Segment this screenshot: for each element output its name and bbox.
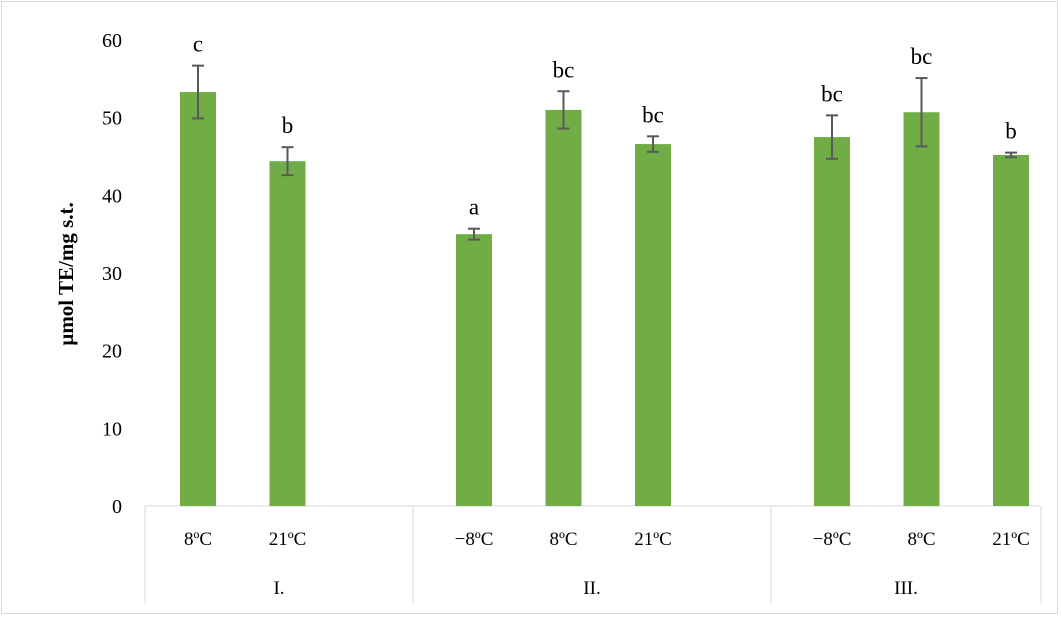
bar [814,137,850,507]
y-tick-label: 30 [102,263,122,285]
y-tick-label: 50 [102,108,122,130]
bar [993,154,1029,507]
bars [180,92,1029,507]
bar [456,234,492,506]
significance-letter: bc [911,44,933,69]
group-label: III. [894,578,918,599]
significance-letter: b [282,113,294,138]
category-label: 21ºC [269,529,307,550]
significance-letter: c [193,32,203,57]
y-axis-label: µmol TE/mg s.t. [54,202,78,346]
category-label: 8ºC [184,529,212,550]
category-label: 21ºC [634,529,672,550]
y-tick-label: 20 [102,341,122,363]
bar [635,144,671,506]
group-label: II. [583,578,600,599]
y-tick-label: 10 [102,418,122,440]
significance-letter: b [1005,119,1017,144]
significance-letter: a [469,195,479,220]
category-label: 8ºC [549,529,577,550]
y-tick-label: 60 [102,30,122,52]
significance-letter: bc [553,57,575,82]
category-label: −8ºC [455,529,494,550]
error-bars [192,64,1017,241]
y-tick-label: 0 [112,496,122,518]
bar [269,161,306,506]
category-label: 8ºC [907,529,935,550]
group-label: I. [273,578,284,599]
labels: c 8ºC b 21ºC I. a −8ºC bc 8ºC bc 21ºC II. bc −8ºC bc 8º… [184,32,1030,599]
bar [545,109,582,507]
significance-letter: bc [642,102,664,127]
category-label: −8ºC [813,529,852,550]
bar [180,92,216,506]
bar [903,112,940,506]
y-tick-label: 40 [102,185,122,207]
category-label: 21ºC [992,529,1030,550]
significance-letter: bc [821,81,843,106]
